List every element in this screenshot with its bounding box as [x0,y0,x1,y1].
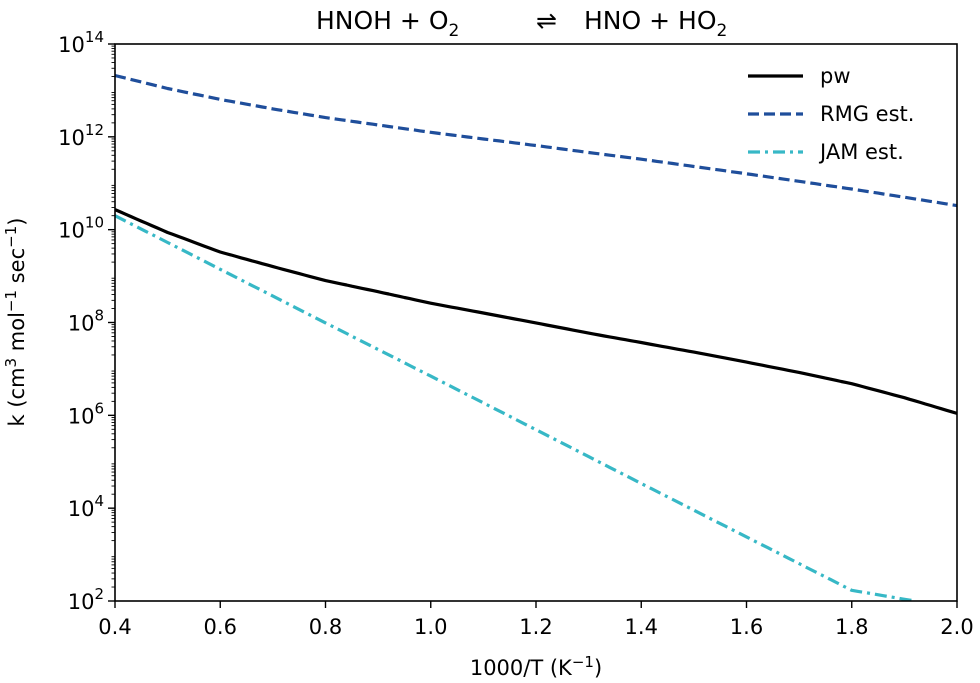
title-lhs: HNOH + O [316,6,449,35]
x-tick-label: 0.8 [309,615,342,639]
title-lhs-subscript: 2 [449,21,460,41]
x-tick-label: 0.6 [204,615,237,639]
title-rhs: HNO + HO [584,6,717,35]
x-axis: 0.4 0.6 0.8 1.0 1.2 1.4 1.6 1.8 2.0 [98,601,974,639]
x-tick-label: 2.0 [940,615,973,639]
y-tick-label: 1012 [58,121,104,150]
y-axis-label: k (cm3 mol−1 sec−1) [2,218,29,427]
x-tick-label: 1.2 [519,615,552,639]
x-tick-label: 1.0 [414,615,447,639]
x-tick-label: 0.4 [98,615,131,639]
y-tick-label: 1014 [58,28,104,57]
x-axis-label: 1000/T (K−1) [470,653,602,680]
legend: pw RMG est. JAM est. [748,64,914,164]
x-tick-label: 1.4 [625,615,658,639]
series-line-0 [115,208,957,415]
y-axis: 102 104 106 108 1010 1012 1014 [58,28,115,614]
svg-text:HNOH + O2: HNOH + O2 [316,6,459,41]
legend-label: pw [820,64,851,88]
series-line-1 [115,73,957,208]
legend-label: JAM est. [818,140,904,164]
y-tick-label: 106 [68,399,104,428]
chart-title: HNOH + O2 ⇌ HNO + HO2 [316,6,727,41]
svg-text:HNO + HO2: HNO + HO2 [584,6,727,41]
legend-label: RMG est. [820,102,914,126]
y-tick-label: 102 [68,585,104,614]
series-layer [115,73,957,601]
x-tick-label: 1.8 [835,615,868,639]
y-tick-label: 1010 [58,214,104,243]
title-rhs-subscript: 2 [717,21,728,41]
title-equilibrium-arrow: ⇌ [536,6,557,35]
y-tick-label: 108 [68,307,104,336]
x-tick-label: 1.6 [730,615,763,639]
y-tick-label: 104 [68,492,104,521]
series-line-2 [115,214,916,601]
